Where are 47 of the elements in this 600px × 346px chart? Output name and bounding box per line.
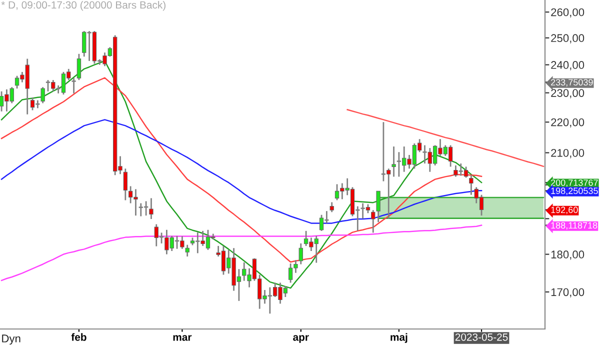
candlestick [396, 151, 402, 178]
x-tick-label: feb [71, 333, 86, 341]
candlestick [376, 190, 380, 223]
candlestick [392, 146, 396, 178]
x-tick-label: mar [173, 335, 192, 341]
y-tick-label: 170,00 [551, 288, 584, 298]
candlestick [174, 235, 180, 250]
candlestick [354, 206, 360, 232]
y-tick-label: 198,250535 [551, 188, 598, 196]
candlestick [360, 202, 366, 220]
candlestick [76, 53, 82, 81]
line-series [0, 77, 482, 263]
candlestick [380, 121, 386, 182]
y-tick-label: 188,118718 [551, 222, 598, 230]
candlestick [194, 232, 200, 254]
candlestick [138, 202, 144, 217]
y-tick-label: 220,00 [551, 118, 584, 128]
candlestick [185, 244, 190, 258]
y-tick-label: 260,00 [551, 8, 584, 18]
x-tick-label: maj [390, 333, 408, 343]
candlestick [324, 210, 330, 224]
candlestick [371, 209, 376, 234]
y-tick-label: 240,00 [551, 61, 584, 70]
candlestick [45, 79, 51, 92]
x-tick-label: 2023-05-25 [455, 333, 508, 341]
y-tick-label: 200,713767 [551, 180, 598, 187]
y-tick-label: 210,00 [551, 149, 584, 158]
candlestick [40, 86, 45, 104]
candlestick [469, 174, 474, 196]
line-series [346, 109, 544, 167]
x-tick-label: apr [293, 335, 309, 343]
y-tick-label: 250,00 [551, 34, 584, 44]
text: Dyn [2, 334, 20, 345]
candlestick [123, 168, 128, 201]
candlestick [330, 202, 334, 213]
y-tick-label: 230,00 [551, 89, 584, 98]
y-tick-label: 192,60 [551, 206, 578, 214]
candlestick [298, 242, 303, 265]
y-tick-label: 180,00 [551, 250, 584, 260]
candlestick [149, 197, 154, 220]
candlestick [86, 30, 92, 62]
candlestick [458, 162, 464, 176]
chart-title: * D, 09:00-17:30 (20000 Bars Back) [1, 0, 166, 11]
candlestick [267, 286, 273, 314]
candlestick [71, 77, 77, 94]
y-tick-label: 233,75039 [551, 79, 593, 87]
line-series [0, 224, 482, 282]
